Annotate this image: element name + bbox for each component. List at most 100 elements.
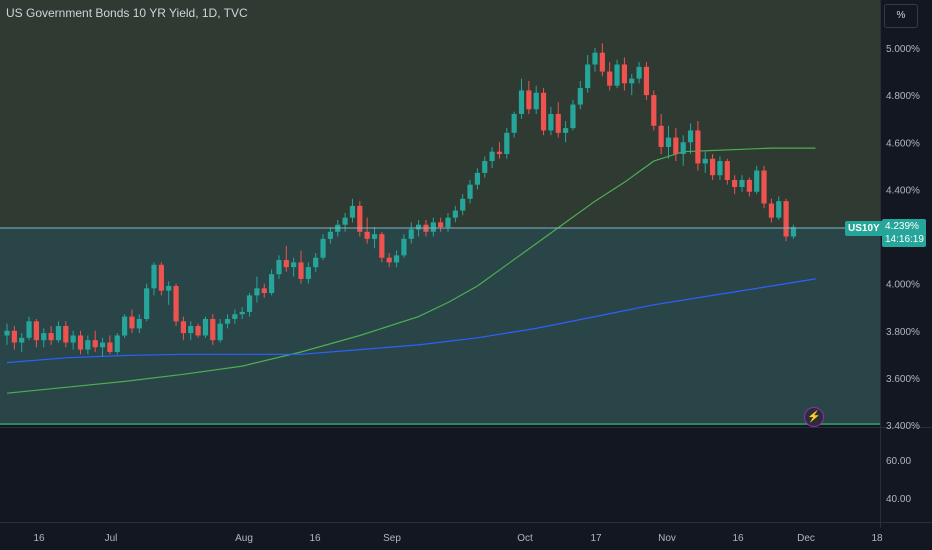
price-axis-background <box>880 0 932 528</box>
candle-body <box>761 170 767 204</box>
candle-body <box>114 335 120 352</box>
candle-body <box>474 172 480 185</box>
time-tick-label: 16 <box>309 533 321 544</box>
candle-body <box>746 179 752 192</box>
candle-body <box>732 179 738 188</box>
candle-body <box>210 318 216 341</box>
price-tick-label: 4.800% <box>886 91 920 102</box>
candle-body <box>643 66 650 96</box>
candle-body <box>254 288 260 296</box>
candle-body <box>158 264 164 291</box>
candle-body <box>276 260 282 275</box>
candle-body <box>592 52 598 65</box>
candle-body <box>26 321 32 338</box>
candle-body <box>63 326 69 343</box>
candle-body <box>393 255 400 263</box>
candle-body <box>570 104 576 129</box>
candle-body <box>614 64 620 86</box>
candle-body <box>313 257 319 268</box>
candle-body <box>783 201 789 237</box>
price-tick-label: 3.400% <box>886 421 920 432</box>
candle-body <box>41 333 47 341</box>
candle-body <box>357 205 363 232</box>
last-price-value: 4.239% <box>885 221 919 232</box>
price-tick-label: 4.600% <box>886 138 920 149</box>
candle-body <box>202 318 209 336</box>
moving-average-line-2 <box>6 278 816 364</box>
candle-body <box>540 92 547 131</box>
candle-body <box>445 217 451 228</box>
indicator-axis[interactable]: 60.00 40.00 <box>886 456 911 505</box>
candle-body <box>386 257 392 263</box>
lightning-icon[interactable]: ⚡ <box>804 407 824 427</box>
time-tick-label: Jul <box>105 533 118 544</box>
time-tick-label: Sep <box>383 533 401 544</box>
candle-body <box>11 330 17 343</box>
candle-body <box>85 340 91 350</box>
candle-body <box>673 137 679 155</box>
time-tick-label: Oct <box>517 533 533 544</box>
price-tick-label: 3.600% <box>886 374 920 385</box>
candle-body <box>680 142 686 155</box>
candle-body <box>77 335 84 350</box>
candle-body <box>416 224 422 230</box>
candle-body <box>188 326 194 334</box>
candle-body <box>246 295 253 312</box>
candle-body <box>621 64 627 84</box>
candle-body <box>430 222 436 232</box>
candle-body <box>489 151 495 162</box>
candle-body <box>173 285 179 322</box>
candle-body <box>563 128 569 133</box>
candle-body <box>790 227 797 237</box>
candle-body <box>129 316 135 329</box>
candle-body <box>107 342 113 352</box>
chart-title: US Government Bonds 10 YR Yield, 1D, TVC <box>6 6 248 20</box>
time-tick-label: Aug <box>235 533 253 544</box>
candle-body <box>92 340 98 348</box>
bar-countdown: 14:16:19 <box>885 234 924 245</box>
candle-body <box>687 130 694 143</box>
candle-body <box>48 333 54 341</box>
time-tick-label: Dec <box>797 533 815 544</box>
moving-average-line-1 <box>6 147 816 394</box>
candle-body <box>349 205 356 218</box>
candle-body <box>144 288 150 319</box>
price-axis[interactable]: 5.000% 4.800% 4.600% 4.400% 4.000% 3.800% 3.60… <box>886 44 920 432</box>
candle-body <box>636 66 642 79</box>
time-tick-label: Nov <box>658 533 676 544</box>
candle-body <box>239 311 245 315</box>
candle-body <box>518 90 525 114</box>
candle-body <box>717 161 723 176</box>
candle-body <box>180 321 186 334</box>
candle-body <box>754 170 760 192</box>
candle-body <box>261 288 267 294</box>
candle-body <box>768 203 774 218</box>
time-tick-label: 16 <box>732 533 744 544</box>
candle-body <box>438 222 444 228</box>
candle-body <box>291 262 297 268</box>
candle-body <box>555 113 561 133</box>
time-axis[interactable]: 16 Jul Aug 16 Sep Oct 17 Nov 16 Dec 18 <box>33 533 883 544</box>
main-pane-background-lower <box>0 228 880 425</box>
time-tick-label: 17 <box>590 533 602 544</box>
candle-body <box>408 229 414 239</box>
candle-body <box>599 52 605 72</box>
candle-body <box>298 262 304 279</box>
candle-body <box>504 132 510 155</box>
price-tick-label: 4.400% <box>886 185 920 196</box>
candle-body <box>99 342 106 348</box>
candle-body <box>55 326 62 341</box>
time-tick-label: 16 <box>33 533 45 544</box>
candle-body <box>695 130 701 164</box>
candle-body <box>452 210 458 218</box>
candle-body <box>70 335 76 343</box>
candle-body <box>320 238 326 258</box>
candle-body <box>776 201 782 218</box>
candle-body <box>166 285 172 291</box>
candle-body <box>533 92 539 110</box>
candle-body <box>269 274 275 294</box>
price-tick-label: 4.000% <box>886 280 920 291</box>
percent-scale-button[interactable]: % <box>884 4 918 28</box>
